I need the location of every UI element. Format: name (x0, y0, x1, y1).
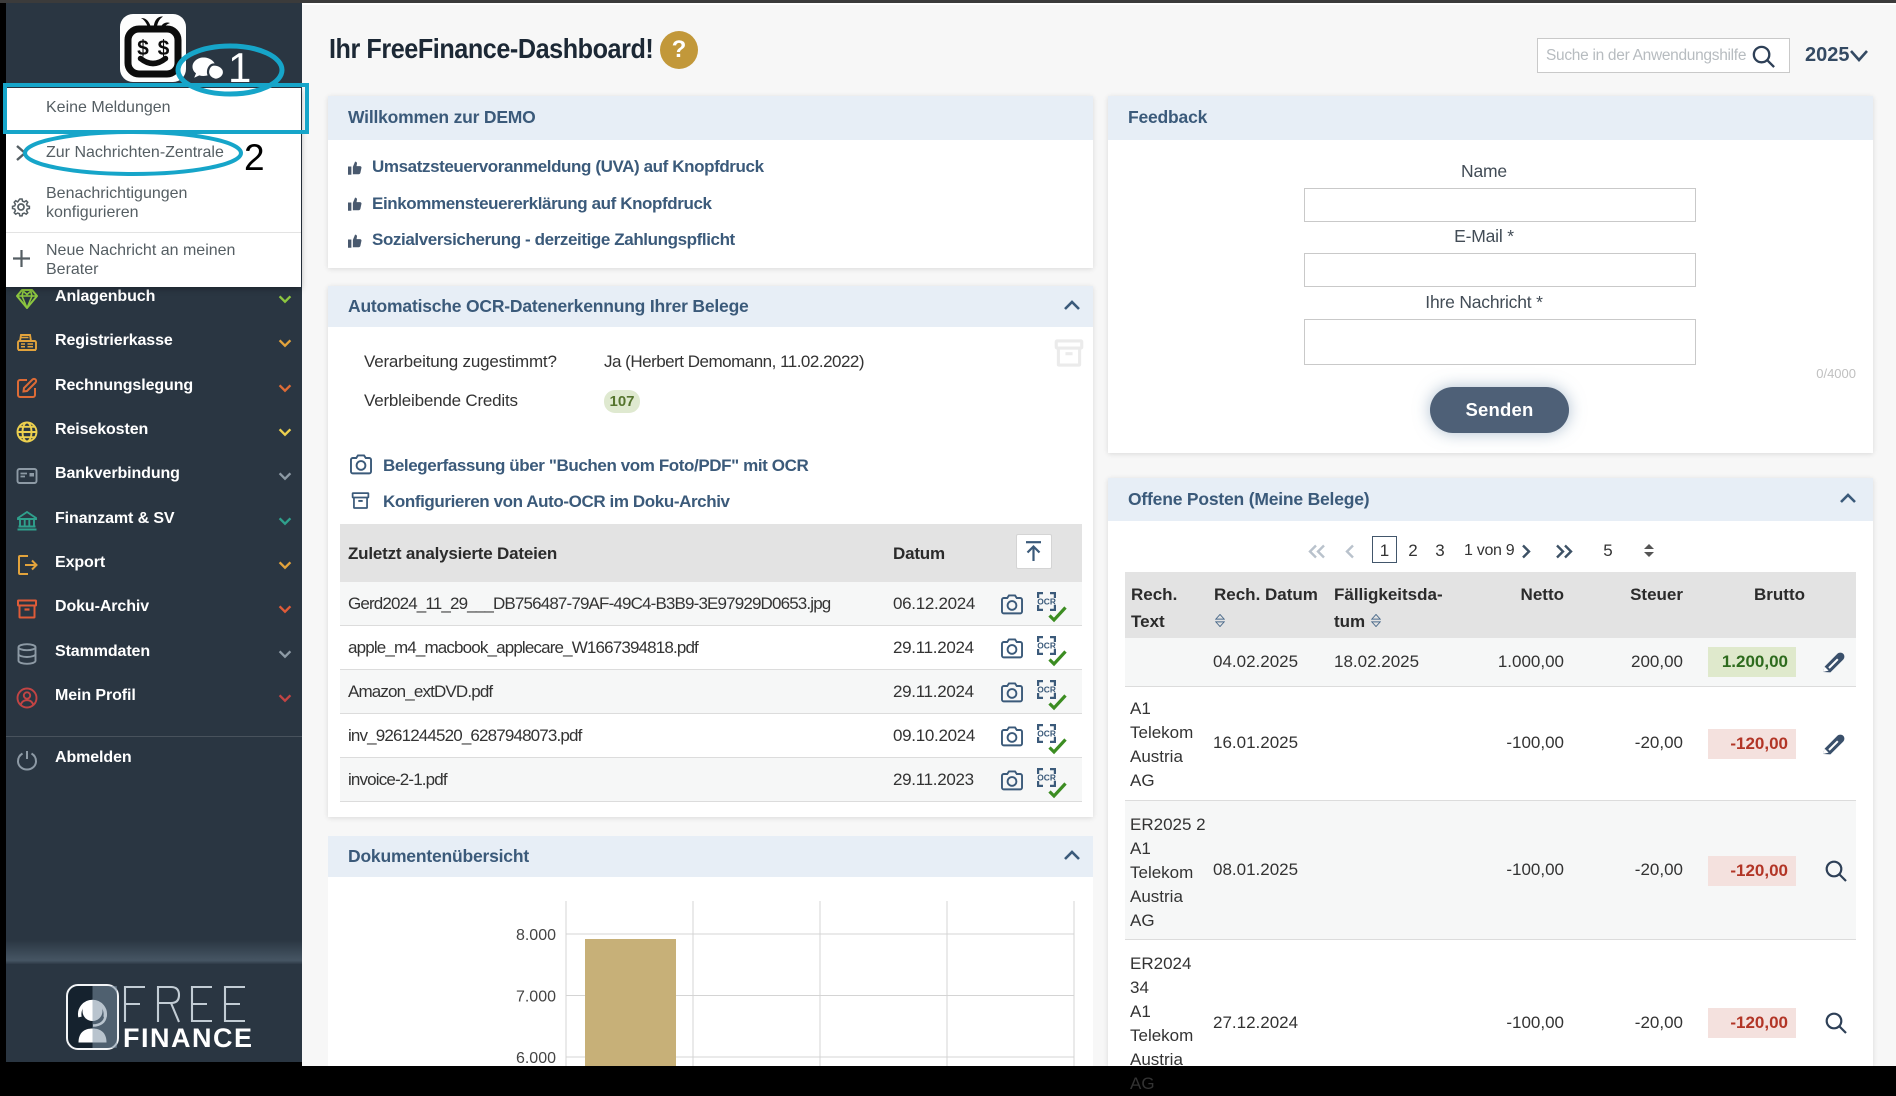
svg-text:OCR: OCR (1037, 641, 1056, 651)
svg-text:OCR: OCR (1037, 729, 1056, 739)
svg-text:OCR: OCR (1037, 773, 1056, 783)
svg-text:OCR: OCR (1037, 685, 1056, 695)
svg-text:8.000: 8.000 (516, 927, 556, 944)
svg-text:6.000: 6.000 (516, 1050, 556, 1066)
svg-text:$: $ (137, 37, 149, 60)
svg-text:OCR: OCR (1037, 597, 1056, 607)
svg-text:$: $ (158, 37, 170, 60)
svg-text:7.000: 7.000 (516, 989, 556, 1006)
svg-text:FINANCE: FINANCE (123, 1023, 254, 1052)
